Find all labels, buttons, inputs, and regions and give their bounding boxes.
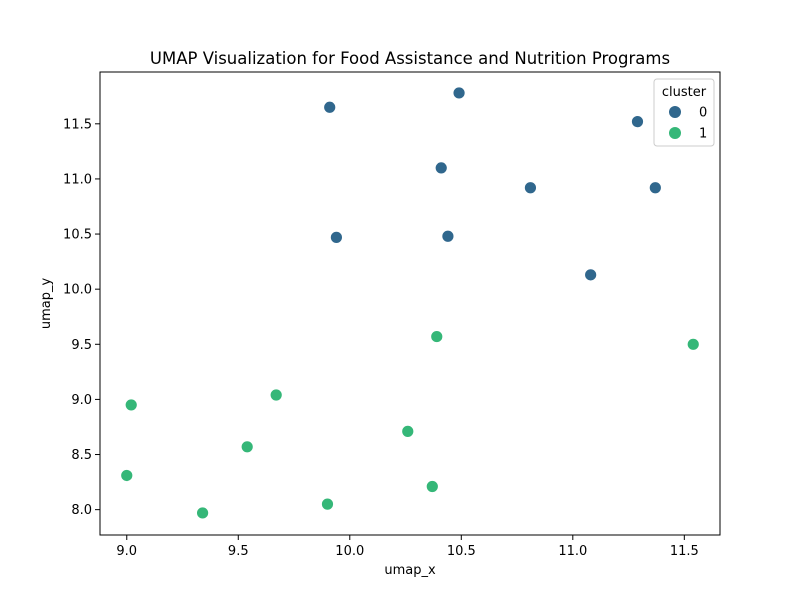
data-point-cluster-1 [686,337,700,351]
data-point-cluster-0 [648,181,662,195]
x-tick-label: 9.0 [116,544,137,559]
legend-label-cluster-1: 1 [699,127,707,142]
y-tick-label: 8.0 [71,503,92,518]
data-point-cluster-0 [524,181,537,195]
data-point-cluster-0 [584,268,598,282]
legend-title: cluster [662,85,707,100]
legend-label-cluster-0: 0 [699,106,707,121]
x-tick-label: 9.5 [228,544,249,559]
legend-marker-cluster-1 [669,127,681,139]
data-point-cluster-0 [631,115,644,129]
x-tick-label: 11.5 [670,544,699,559]
data-point-cluster-0 [452,86,466,100]
data-point-cluster-0 [330,230,343,244]
data-point-cluster-1 [120,469,134,482]
legend-box [653,78,715,147]
data-point-cluster-0 [323,100,337,114]
data-point-cluster-1 [401,424,415,438]
data-point-cluster-1 [321,497,334,511]
data-point-cluster-1 [269,388,283,402]
y-tick-label: 9.0 [71,393,92,408]
y-tick-label: 11.5 [63,117,92,132]
data-point-cluster-0 [441,229,455,243]
axes-layer: 9.0 9.5 10.0 10.5 11.0 11.5 8.0 8.5 9.0 9.5 10.0 10… [63,117,699,559]
plot-frame [99,71,721,536]
data-point-cluster-0 [434,161,448,175]
y-tick-label: 11.0 [63,172,92,187]
x-axis-label: umap_x [384,563,436,578]
data-point-cluster-1 [430,330,444,343]
data-point-cluster-1 [196,506,209,520]
data-point-cluster-1 [425,480,439,493]
chart-title: UMAP Visualization for Food Assistance a… [150,49,670,68]
legend-marker-cluster-0 [669,106,681,118]
legend: cluster 0 1 [653,78,715,147]
y-tick-label: 10.5 [63,228,92,243]
y-tick-label: 10.0 [63,283,92,298]
x-tick-label: 10.5 [447,544,476,559]
x-tick-label: 10.0 [335,544,364,559]
y-tick-label: 9.5 [71,338,92,353]
data-point-cluster-1 [240,440,254,454]
points-layer [120,86,700,520]
data-point-cluster-1 [124,398,138,412]
y-axis-label: umap_y [39,278,54,330]
y-tick-label: 8.5 [71,448,92,463]
x-tick-label: 11.0 [558,544,587,559]
